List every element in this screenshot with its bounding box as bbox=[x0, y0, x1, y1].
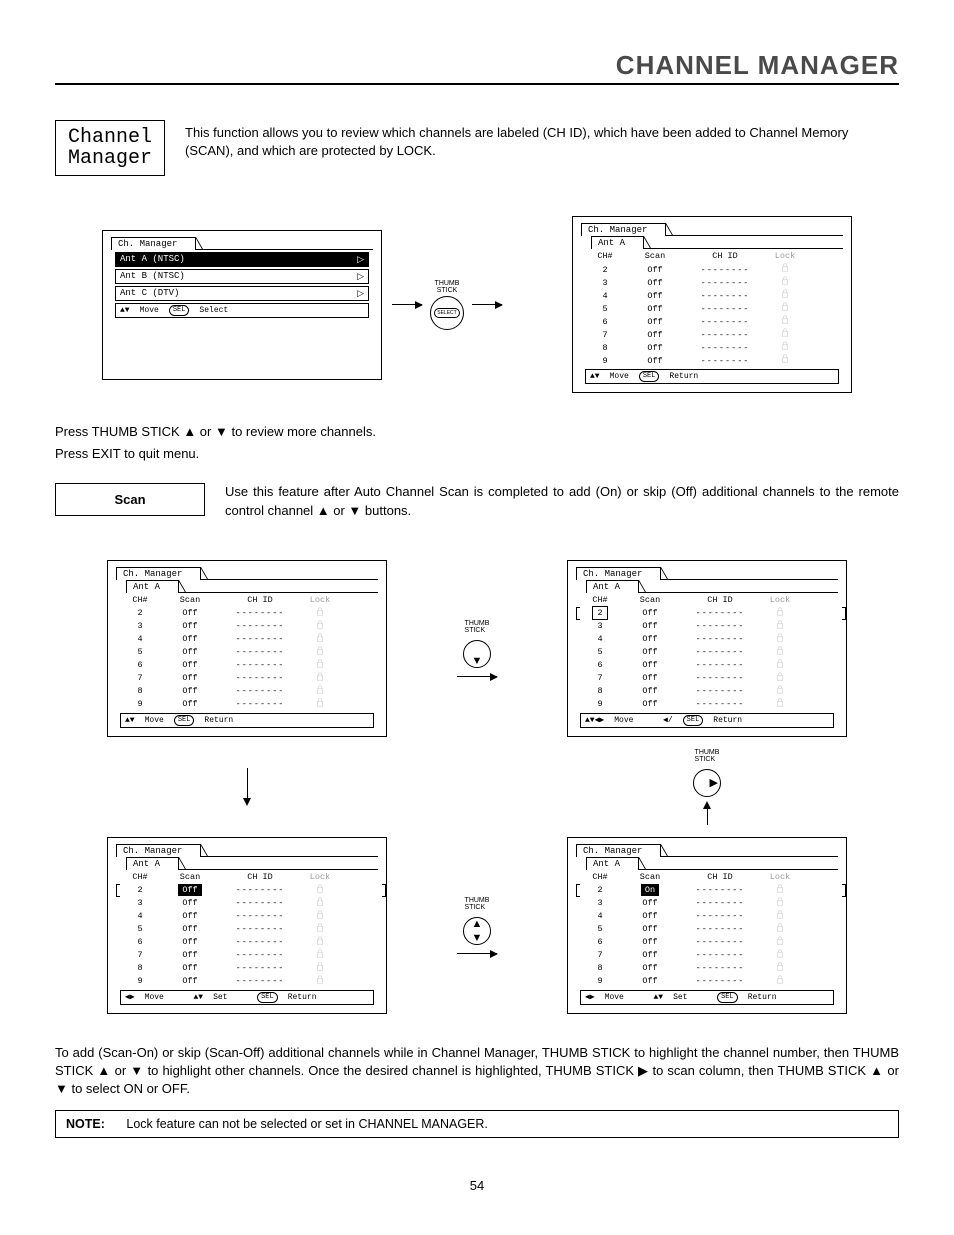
table-row: 9Off-------- bbox=[580, 975, 842, 988]
table-row: 7Off-------- bbox=[580, 672, 842, 685]
thumbstick-right-icon: ▶ bbox=[693, 769, 721, 797]
flow-panel-a: Ch. ManagerAnt ACH#ScanCH IDLock2Off----… bbox=[107, 560, 387, 737]
connector-d-to-b: THUMB STICK ▶ bbox=[693, 749, 721, 825]
instruction-line1: Press THUMB STICK ▲ or ▼ to review more … bbox=[55, 423, 899, 441]
connector-a-to-b: THUMB STICK ▼ bbox=[417, 620, 537, 677]
table-row: 5Off-------- bbox=[120, 646, 382, 659]
table-row: 6Off-------- bbox=[120, 659, 382, 672]
table-row: 2Off-------- bbox=[120, 607, 382, 620]
flow-panel-c: Ch. ManagerAnt ACH#ScanCH IDLock2Off----… bbox=[107, 837, 387, 1014]
instruction-line2: Press EXIT to quit menu. bbox=[55, 445, 899, 463]
table-row: 5Off-------- bbox=[585, 302, 847, 315]
connector-c-to-d: THUMB STICK ▲ ▼ bbox=[417, 897, 537, 954]
note-box: NOTE: Lock feature can not be selected o… bbox=[55, 1110, 899, 1138]
scan-section: Scan Use this feature after Auto Channel… bbox=[55, 483, 899, 519]
table-row: 3Off-------- bbox=[580, 620, 842, 633]
table-row: 8Off-------- bbox=[585, 341, 847, 354]
table-footer: ▲▼MoveSELReturn bbox=[120, 713, 374, 728]
table-row: 3Off-------- bbox=[585, 276, 847, 289]
table-row: 4Off-------- bbox=[120, 633, 382, 646]
menu-panel: Ch. Manager Ant A (NTSC)▷ Ant B (NTSC)▷ An… bbox=[102, 230, 382, 380]
tab-ch-manager: Ch. Manager bbox=[111, 237, 196, 250]
scan-label-box: Scan bbox=[55, 483, 205, 516]
intro-row: Channel Manager This function allows you… bbox=[55, 120, 899, 176]
thumb-stick-label: THUMB STICK bbox=[430, 280, 464, 294]
table-row: 9Off-------- bbox=[585, 354, 847, 367]
table-row: 7Off-------- bbox=[585, 328, 847, 341]
intro-text: This function allows you to review which… bbox=[185, 120, 899, 176]
table-footer: ▲▼◀▶Move ◀/SELReturn bbox=[580, 713, 834, 728]
table-row: 3Off-------- bbox=[120, 620, 382, 633]
table-row: 9Off-------- bbox=[120, 975, 382, 988]
table-row: 6Off-------- bbox=[580, 659, 842, 672]
table-row: 3Off-------- bbox=[120, 897, 382, 910]
table-row: 9Off-------- bbox=[580, 698, 842, 711]
table-row: 6Off-------- bbox=[120, 936, 382, 949]
table-row: 7Off-------- bbox=[580, 949, 842, 962]
menu-item[interactable]: Ant C (DTV)▷ bbox=[115, 286, 369, 301]
table-footer: ▲▼MoveSELReturn bbox=[585, 369, 839, 384]
table-row: 8Off-------- bbox=[120, 962, 382, 975]
table-row: 2Off-------- bbox=[120, 884, 382, 897]
table-row: 6Off-------- bbox=[585, 315, 847, 328]
table-row: 4Off-------- bbox=[585, 289, 847, 302]
table-row: 4Off-------- bbox=[120, 910, 382, 923]
channel-table-panel-top: Ch. ManagerAnt ACH#ScanCH IDLock2Off----… bbox=[572, 216, 852, 393]
table-row: 8Off-------- bbox=[580, 685, 842, 698]
menu-item[interactable]: Ant A (NTSC)▷ bbox=[115, 252, 369, 267]
channel-manager-label-box: Channel Manager bbox=[55, 120, 165, 176]
table-row: 2On-------- bbox=[580, 884, 842, 897]
note-label: NOTE: bbox=[66, 1117, 105, 1131]
table-row: 6Off-------- bbox=[580, 936, 842, 949]
thumbstick-down-icon: ▼ bbox=[463, 640, 491, 668]
connector-thumbstick-select: THUMB STICK SELECT bbox=[392, 280, 562, 330]
table-row: 2Off-------- bbox=[585, 263, 847, 276]
bottom-instruction: To add (Scan-On) or skip (Scan-Off) addi… bbox=[55, 1044, 899, 1099]
note-text: Lock feature can not be selected or set … bbox=[126, 1117, 488, 1131]
menu-item[interactable]: Ant B (NTSC)▷ bbox=[115, 269, 369, 284]
thumbstick-updown-icon: ▲ ▼ bbox=[463, 917, 491, 945]
table-row: 4Off-------- bbox=[580, 633, 842, 646]
thumbstick-icon: SELECT bbox=[430, 296, 464, 330]
table-footer: ◀▶Move ▲▼Set SELReturn bbox=[580, 990, 834, 1005]
table-footer: ◀▶Move ▲▼Set SELReturn bbox=[120, 990, 374, 1005]
table-row: 7Off-------- bbox=[120, 672, 382, 685]
table-row: 7Off-------- bbox=[120, 949, 382, 962]
table-row: 4Off-------- bbox=[580, 910, 842, 923]
page-number: 54 bbox=[55, 1178, 899, 1193]
connector-a-to-c bbox=[243, 768, 251, 806]
table-row: 5Off-------- bbox=[580, 923, 842, 936]
page-title: CHANNEL MANAGER bbox=[616, 50, 899, 80]
page-header: CHANNEL MANAGER bbox=[55, 50, 899, 85]
scan-text: Use this feature after Auto Channel Scan… bbox=[225, 483, 899, 519]
table-row: 5Off-------- bbox=[120, 923, 382, 936]
table-row: 8Off-------- bbox=[120, 685, 382, 698]
sel-pill-icon: SEL bbox=[169, 305, 190, 316]
flow-panel-d: Ch. ManagerAnt ACH#ScanCH IDLock2On-----… bbox=[567, 837, 847, 1014]
flow-panel-b: Ch. ManagerAnt ACH#ScanCH IDLock2Off----… bbox=[567, 560, 847, 737]
top-panels-row: Ch. Manager Ant A (NTSC)▷ Ant B (NTSC)▷ An… bbox=[55, 216, 899, 393]
table-row: 3Off-------- bbox=[580, 897, 842, 910]
table-row: 5Off-------- bbox=[580, 646, 842, 659]
table-row: 9Off-------- bbox=[120, 698, 382, 711]
menu-footer: ▲▼ Move SEL Select bbox=[115, 303, 369, 318]
table-row: 2Off-------- bbox=[580, 607, 842, 620]
updown-icon: ▲▼ bbox=[120, 306, 130, 315]
scan-flow-grid: Ch. ManagerAnt ACH#ScanCH IDLock2Off----… bbox=[55, 560, 899, 1014]
table-row: 8Off-------- bbox=[580, 962, 842, 975]
